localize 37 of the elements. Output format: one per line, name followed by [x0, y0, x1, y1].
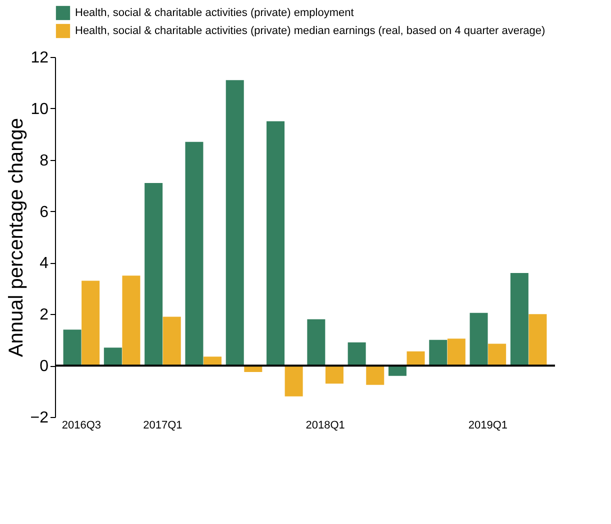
bar	[307, 319, 326, 366]
y-tick-label: 2	[40, 306, 49, 324]
bar	[528, 314, 547, 366]
legend-label: Health, social & charitable activities (private) median earnings (real, based on 4 quarter average)	[75, 25, 546, 37]
y-tick-label: 12	[30, 50, 49, 66]
bar	[388, 366, 406, 376]
x-tick-label: 2019Q1	[468, 420, 508, 432]
y-tick-label: 0	[40, 358, 49, 376]
y-tick-label: −2	[30, 410, 49, 426]
bar	[488, 344, 506, 366]
x-tick-label: 2017Q1	[143, 420, 182, 432]
bar	[122, 276, 140, 366]
x-tick-label: 2018Q1	[306, 420, 345, 432]
bar	[162, 316, 181, 366]
y-axis-title: Annual percentage change	[5, 118, 28, 358]
bar	[226, 80, 244, 366]
bar	[470, 312, 488, 366]
bar	[104, 348, 122, 366]
bar	[366, 366, 384, 385]
bar	[185, 142, 204, 366]
bar	[510, 273, 528, 366]
y-tick-label: 8	[40, 152, 49, 170]
y-tick-label: 4	[40, 255, 49, 272]
bar	[144, 183, 163, 366]
bar	[266, 121, 285, 366]
bar	[348, 342, 366, 366]
bar	[406, 351, 425, 366]
y-tick-label: 6	[40, 204, 49, 221]
bar	[325, 366, 344, 384]
legend-label: Health, social & charitable activities (private) employment	[75, 7, 354, 19]
bar	[63, 330, 82, 366]
y-tick-label: 10	[30, 100, 49, 118]
bar	[284, 366, 303, 396]
bar	[82, 280, 100, 366]
bar	[447, 338, 466, 366]
x-tick-label: 2016Q3	[62, 420, 101, 432]
bar	[429, 340, 448, 366]
